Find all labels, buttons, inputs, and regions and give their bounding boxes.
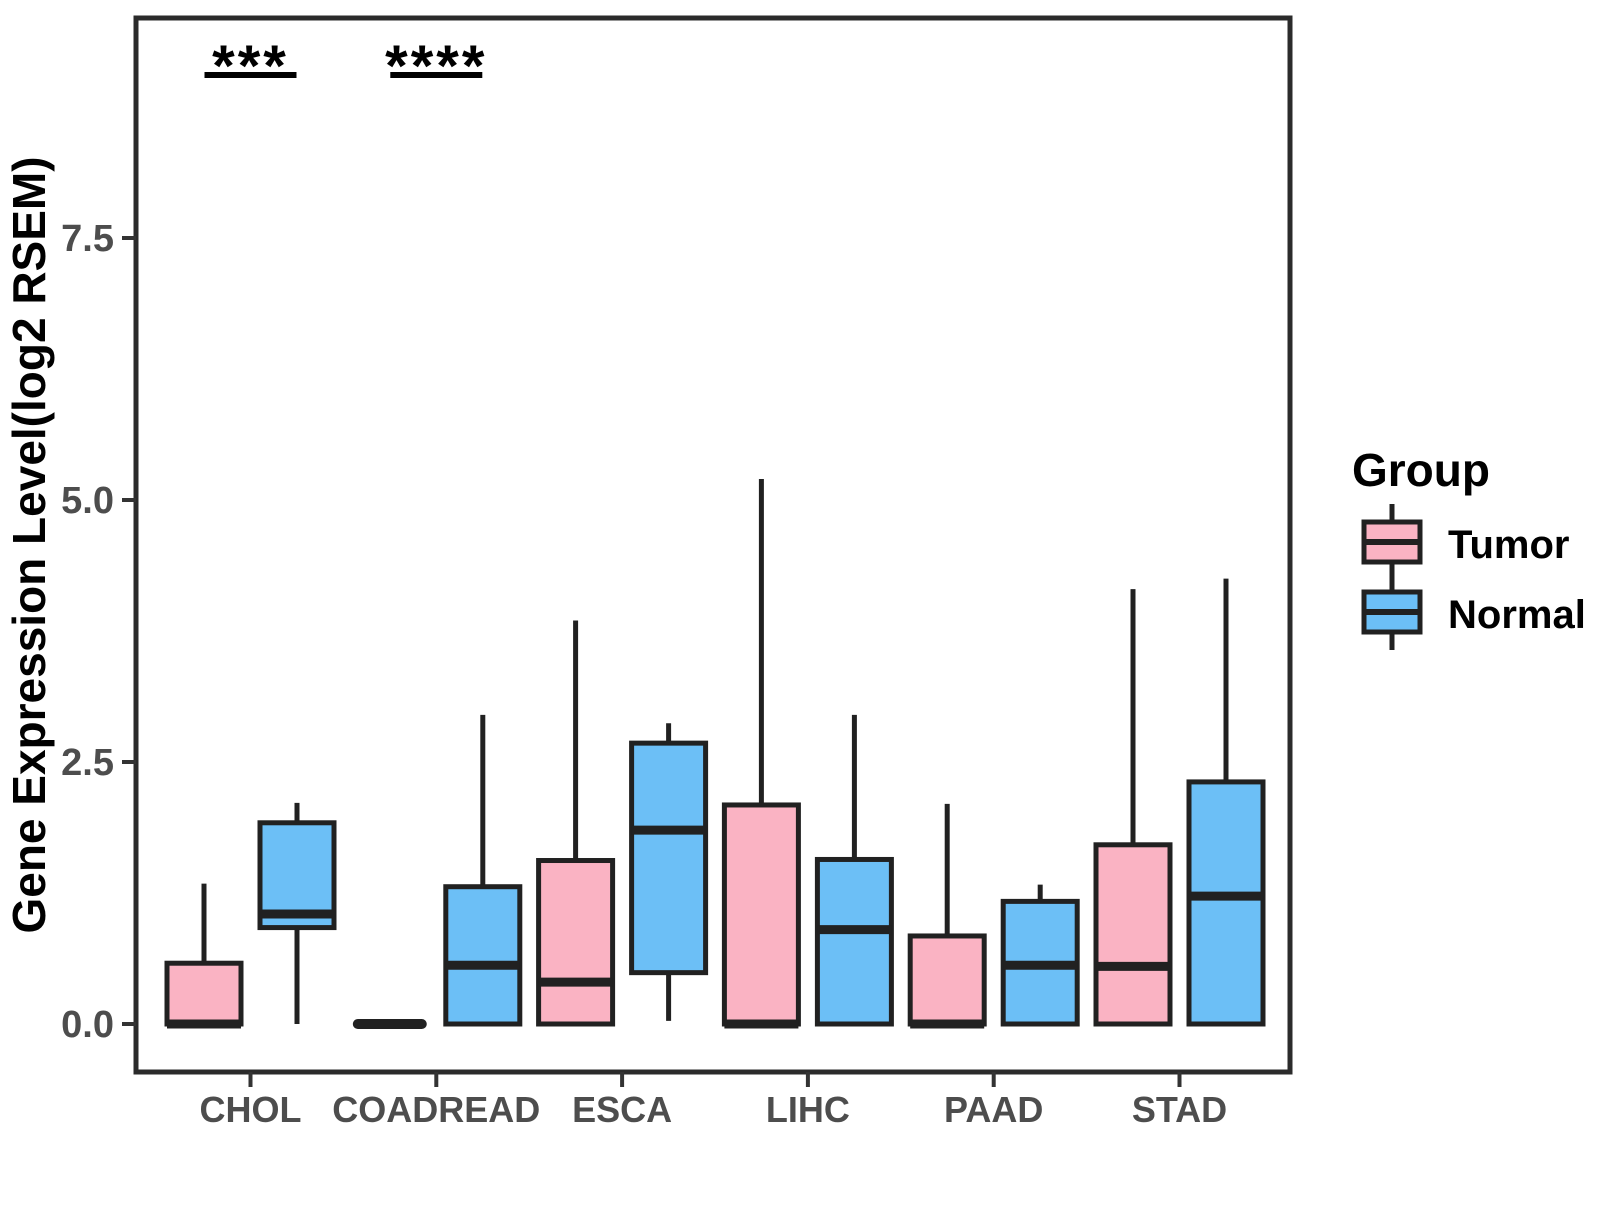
y-tick-label-5.0: 5.0 [61,480,114,522]
box-esca-normal [629,740,709,976]
box-esca-tumor [536,858,616,1027]
flat-box-coadread-tumor [352,1019,427,1029]
box-stad-tumor [1093,842,1173,1027]
box-paad-tumor [907,933,987,1027]
legend-title: Group [1352,444,1490,496]
legend-label-normal: Normal [1448,593,1586,637]
x-tick-label-lihc: LIHC [766,1089,850,1130]
legend: Group Tumor Normal [1352,444,1586,650]
box-chol-tumor [164,960,244,1027]
legend-glyph-tumor [1361,504,1423,580]
significance-stars-coadread: **** [385,34,487,99]
legend-glyphs [1361,504,1423,650]
x-tick-label-coadread: COADREAD [332,1089,540,1130]
x-tick-label-paad: PAAD [944,1089,1043,1130]
x-tick-label-stad: STAD [1132,1089,1227,1130]
chart-layer: *** **** [164,34,1266,1029]
y-tick-label-7.5: 7.5 [61,218,114,260]
box-coadread-normal [443,884,523,1027]
legend-glyph-normal [1361,574,1423,650]
box-lihc-tumor [721,802,801,1027]
legend-label-tumor: Tumor [1448,523,1569,567]
box-stad-normal [1186,779,1266,1027]
y-tick-label-0.0: 0.0 [61,1004,114,1046]
plot-panel-border [133,15,1293,1075]
significance-stars-chol: *** [212,34,289,99]
y-axis-title: Gene Expression Level(log2 RSEM) [3,156,55,933]
x-tick-label-chol: CHOL [200,1089,302,1130]
y-tick-label-2.5: 2.5 [61,742,114,784]
box-lihc-normal [814,856,894,1027]
x-tick-label-esca: ESCA [572,1089,672,1130]
axis-layer: 0.0 2.5 5.0 7.5 CHOL COADREAD ESCA LIHC PAAD STAD [61,218,1227,1130]
